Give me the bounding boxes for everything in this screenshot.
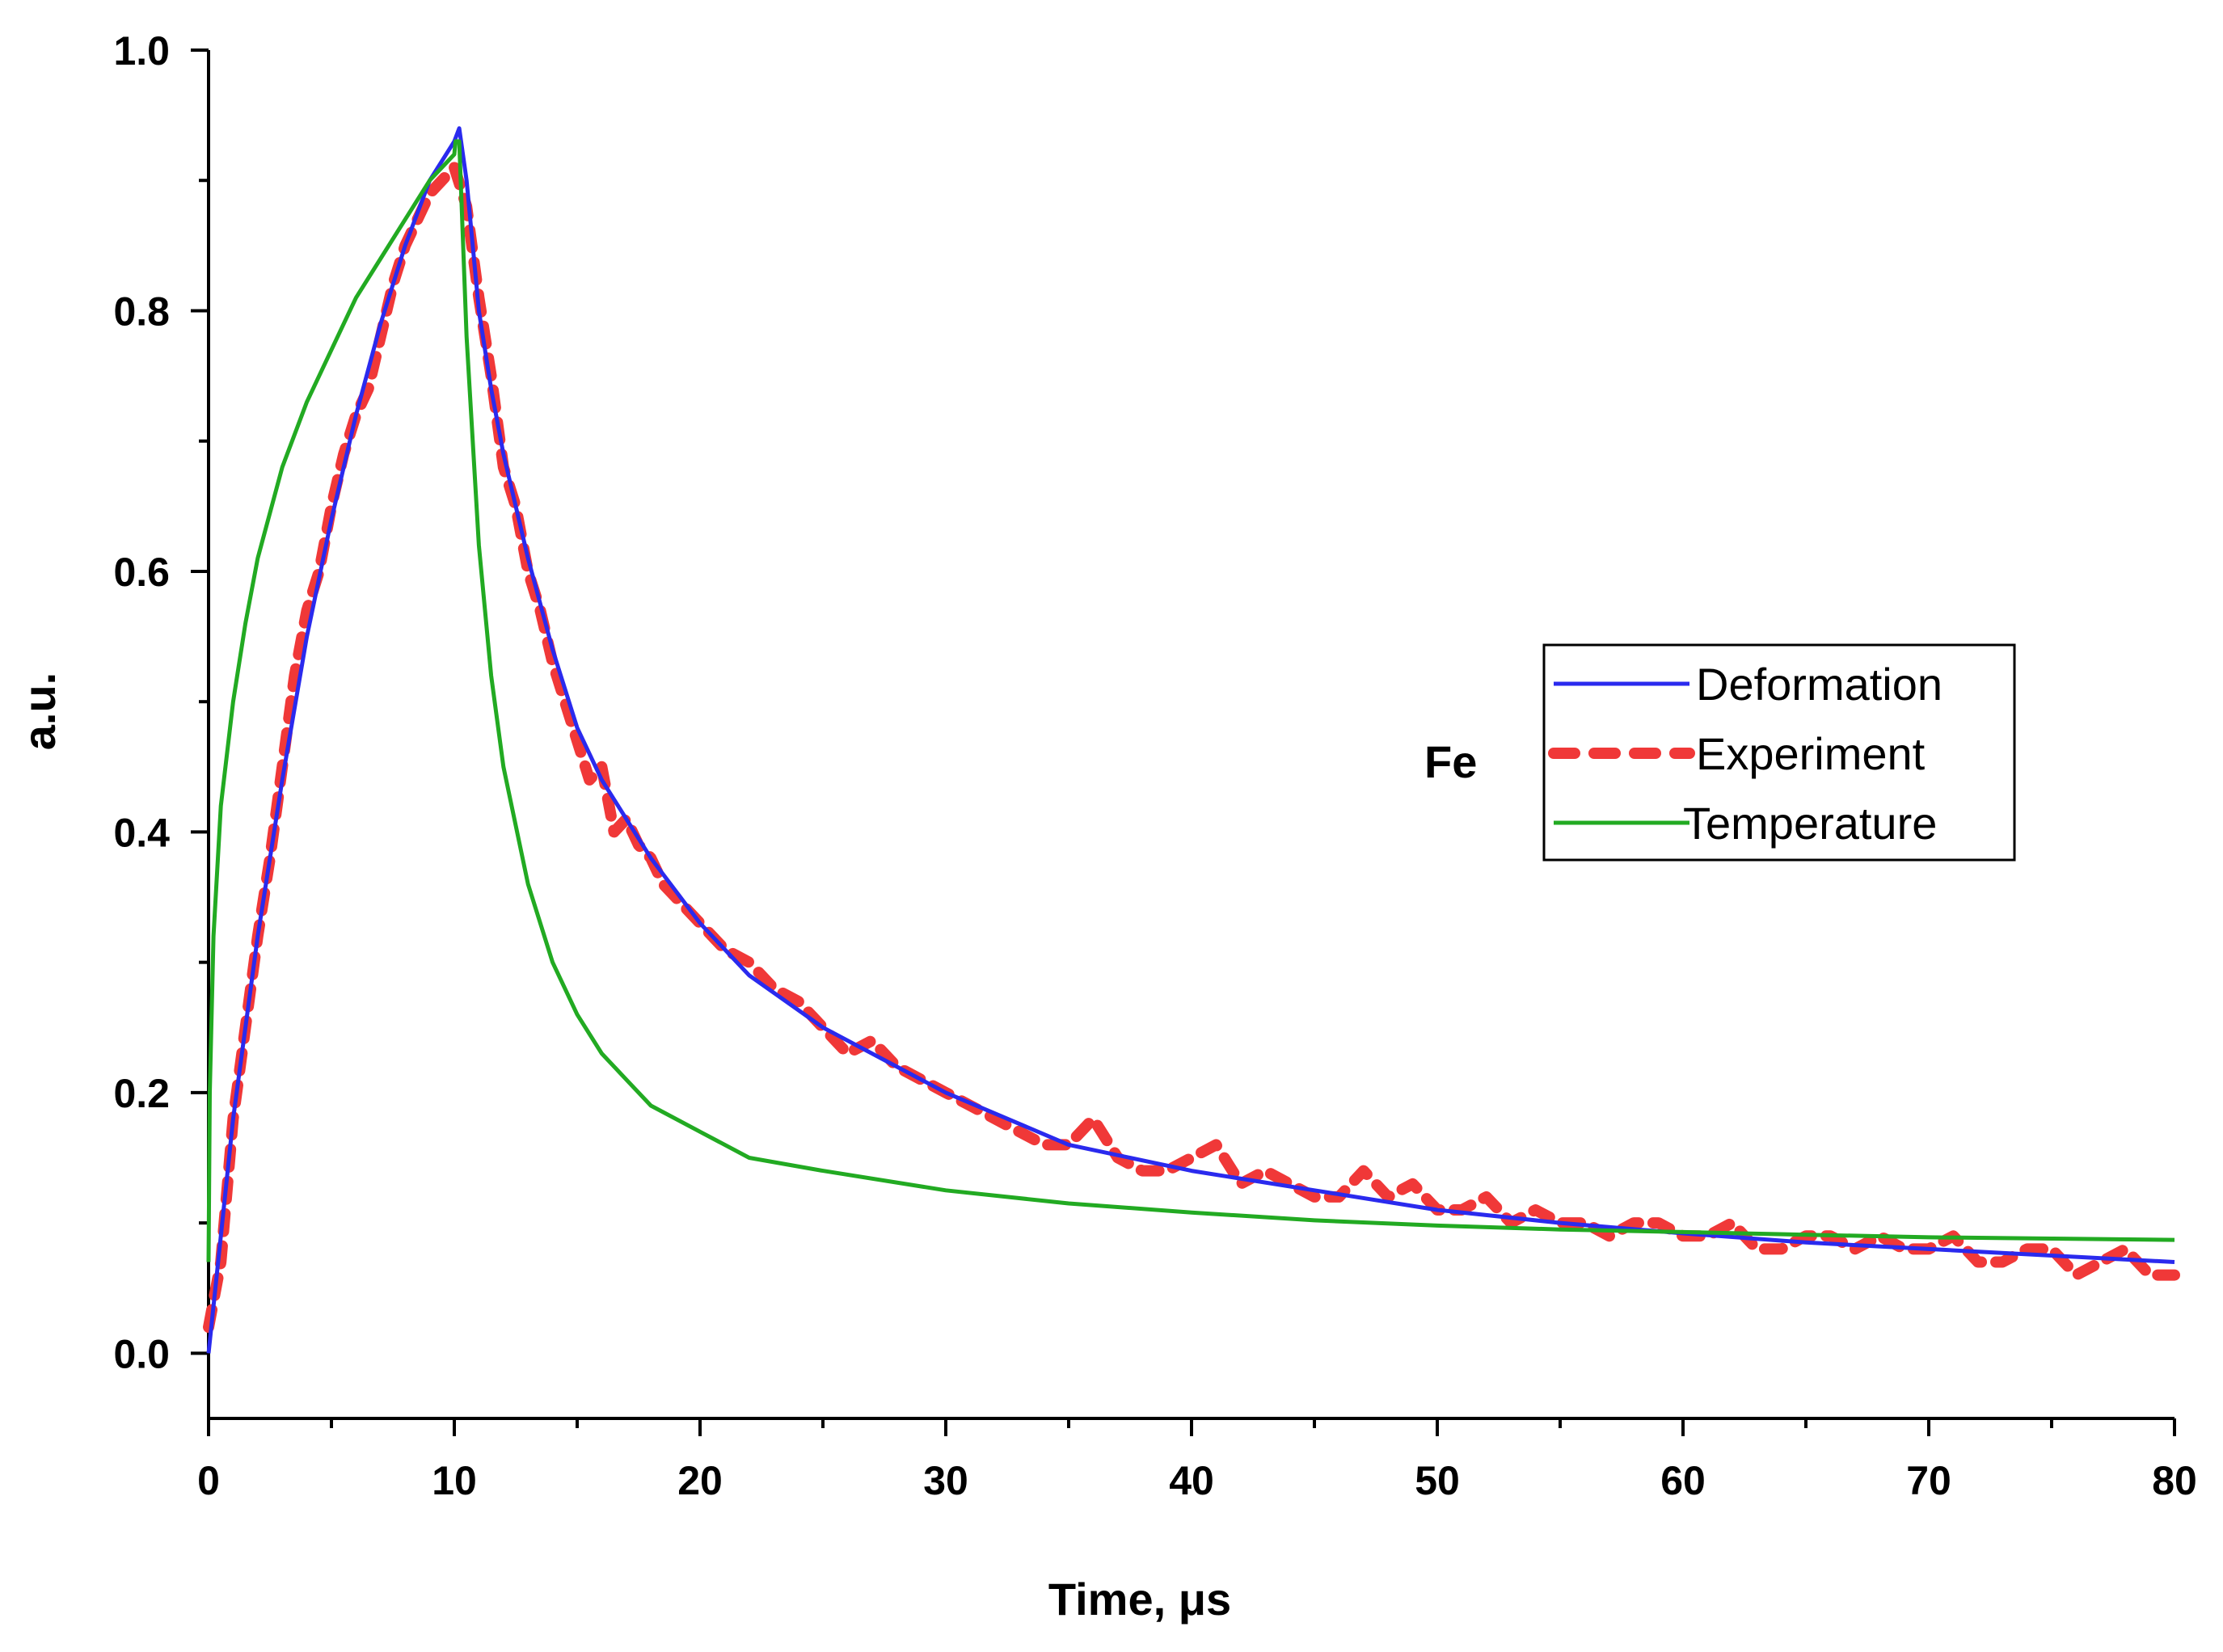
x-tick-label: 60 [1660,1458,1706,1503]
x-tick-label: 10 [432,1458,477,1503]
x-tick-label: 80 [2152,1458,2197,1503]
y-tick-label: 0.0 [113,1331,170,1376]
x-tick-label: 70 [1906,1458,1951,1503]
y-tick-label: 0.4 [113,810,170,855]
x-tick-label: 30 [923,1458,968,1503]
y-tick-label: 0.6 [113,550,170,595]
legend-label-experiment: Experiment [1696,728,1926,779]
series-line-deformation [206,126,2175,1354]
y-axis-title: a.u. [14,672,65,750]
y-tick-label: 1.0 [113,28,170,74]
series-line-temperature [206,139,2175,1262]
legend-label-temperature: Temperature [1683,798,1937,849]
x-tick-label: 50 [1415,1458,1460,1503]
x-tick-label: 0 [197,1458,220,1503]
axes: 0 10 20 30 40 50 60 70 80 0.0 0.2 0.4 0.6 0.8 1.0 [113,28,2196,1503]
plot-area [203,126,2180,1354]
legend-label-deformation: Deformation [1696,659,1942,710]
legend: Deformation Experiment Temperature [1542,643,2016,862]
y-tick-label: 0.8 [113,289,170,334]
x-axis-title: Time, μs [1048,1574,1231,1625]
annotation-fe: Fe [1424,736,1477,787]
y-tick-label: 0.2 [113,1071,170,1116]
x-tick-label: 40 [1169,1458,1214,1503]
x-tick-label: 20 [677,1458,723,1503]
